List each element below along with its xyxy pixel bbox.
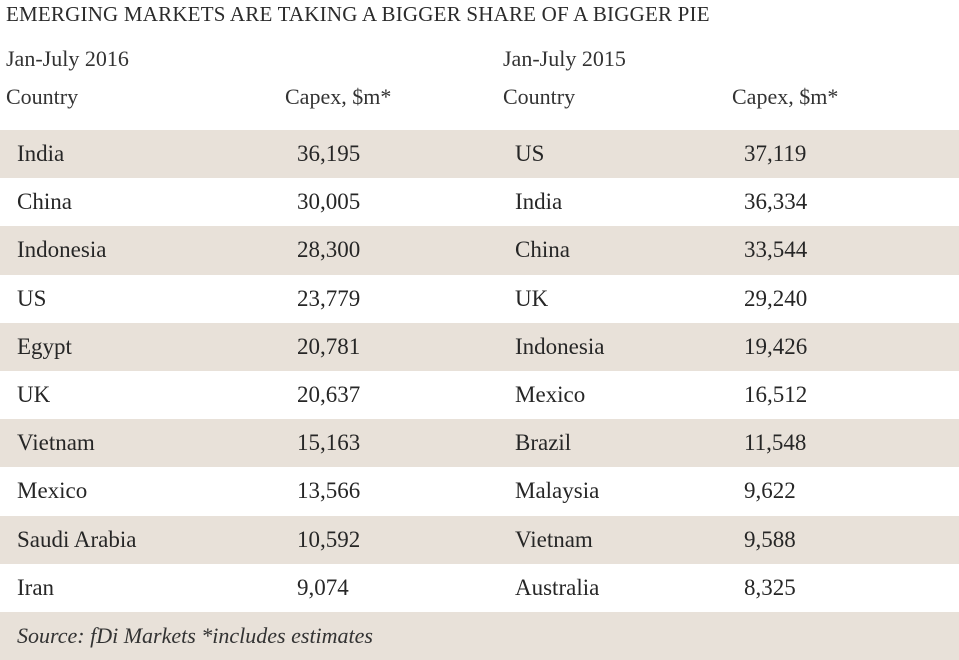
country-2016-cell: India — [17, 141, 65, 166]
capex-2015-cell: 19,426 — [744, 333, 808, 359]
capex-2015-cell: 11,548 — [744, 430, 807, 456]
country-2015-cell: US — [515, 141, 545, 166]
source-band — [0, 612, 959, 660]
country-2015-cell: Mexico — [515, 381, 586, 407]
table-row: Vietnam 15,163 Brazil 11,548 — [0, 419, 959, 468]
country-2016-cell: US — [17, 285, 47, 311]
country-2015-cell: China — [515, 237, 570, 263]
capex-2015-cell: 37,119 — [744, 141, 807, 166]
period-2016-label: Jan-July 2016 — [6, 46, 129, 71]
table-row: China 30,005 India 36,334 — [0, 178, 959, 226]
table-row: Mexico 13,566 Malaysia 9,622 — [0, 467, 959, 515]
country-2016-cell: UK — [17, 381, 51, 407]
capex-2016-cell: 9,074 — [297, 574, 349, 600]
country-2015-cell: UK — [515, 285, 549, 311]
country-2016-cell: Iran — [17, 574, 55, 600]
country-header-2015: Country — [503, 84, 576, 109]
capex-2016-cell: 23,779 — [297, 285, 361, 311]
country-2016-cell: Vietnam — [17, 430, 95, 456]
source-note: Source: fDi Markets *includes estimates — [17, 623, 373, 648]
capex-2016-cell: 28,300 — [297, 237, 361, 263]
capex-2016-cell: 13,566 — [297, 478, 361, 504]
country-2015-cell: Malaysia — [515, 478, 600, 504]
period-2015-label: Jan-July 2015 — [503, 46, 626, 71]
country-2016-cell: Indonesia — [17, 237, 107, 263]
country-2016-cell: Mexico — [17, 478, 88, 504]
table-row: US 23,779 UK 29,240 — [0, 275, 959, 323]
capex-2016-cell: 36,195 — [297, 141, 361, 166]
country-2015-cell: Australia — [515, 574, 600, 600]
capex-2015-cell: 9,588 — [744, 526, 796, 552]
chart-title: EMERGING MARKETS ARE TAKING A BIGGER SHA… — [6, 2, 710, 26]
capex-2016-cell: 10,592 — [297, 526, 361, 552]
country-2015-cell: Indonesia — [515, 333, 605, 359]
capex-2016-cell: 15,163 — [297, 430, 361, 456]
table-row: Indonesia 28,300 China 33,544 — [0, 226, 959, 275]
country-2016-cell: Saudi Arabia — [17, 526, 137, 552]
capex-2015-cell: 9,622 — [744, 478, 796, 504]
country-2016-cell: China — [17, 189, 72, 215]
capex-2015-cell: 36,334 — [744, 189, 808, 215]
capex-2015-cell: 8,325 — [744, 574, 796, 600]
table-row: Iran 9,074 Australia 8,325 — [0, 564, 959, 612]
capex-header-2016: Capex, $m* — [285, 84, 392, 109]
capex-2016-cell: 20,781 — [297, 333, 361, 359]
country-header-2016: Country — [6, 84, 79, 109]
table-row: Saudi Arabia 10,592 Vietnam 9,588 — [0, 515, 959, 564]
country-2015-cell: Vietnam — [515, 526, 593, 552]
country-2015-cell: Brazil — [515, 430, 572, 456]
capex-2016-cell: 30,005 — [297, 189, 361, 215]
table-row: UK 20,637 Mexico 16,512 — [0, 371, 959, 419]
capex-2015-cell: 33,544 — [744, 237, 808, 263]
table-row: India 36,195 US 37,119 — [0, 130, 959, 179]
capex-header-2015: Capex, $m* — [732, 84, 839, 109]
capex-2015-cell: 16,512 — [744, 381, 808, 407]
capex-table: India 36,195 US 37,119 China 30,005 India 36,33… — [0, 130, 959, 612]
country-2015-cell: India — [515, 189, 563, 215]
country-2016-cell: Egypt — [17, 333, 72, 359]
capex-2015-cell: 29,240 — [744, 285, 808, 311]
table-row: Egypt 20,781 Indonesia 19,426 — [0, 322, 959, 371]
capex-2016-cell: 20,637 — [297, 381, 361, 407]
